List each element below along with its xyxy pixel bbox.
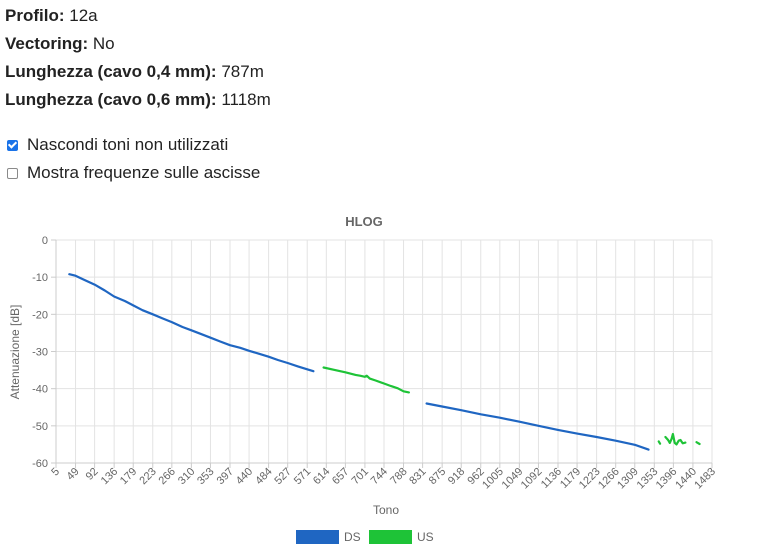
x-tick-label: 918 — [446, 466, 467, 487]
x-tick-label: 1223 — [577, 466, 603, 492]
hide-unused-tones-option[interactable]: Nascondi toni non utilizzati — [7, 131, 260, 159]
y-tick-label: -50 — [32, 421, 48, 433]
x-tick-label: 484 — [253, 466, 274, 487]
length-06-value: 1118m — [221, 90, 271, 109]
y-tick-label: -60 — [32, 458, 48, 470]
series-line-us — [657, 440, 662, 445]
x-tick-label: 1440 — [673, 466, 699, 492]
x-tick-label: 571 — [292, 466, 313, 487]
x-tick-label: 223 — [137, 466, 158, 487]
x-tick-label: 788 — [388, 466, 409, 487]
show-frequencies-label: Mostra frequenze sulle ascisse — [27, 163, 261, 182]
x-tick-label: 136 — [99, 466, 120, 487]
length-04-label: Lunghezza (cavo 0,4 mm): — [5, 62, 217, 81]
chart-options: Nascondi toni non utilizzati Mostra freq… — [7, 131, 260, 187]
legend-swatch-ds — [296, 530, 339, 544]
x-tick-label: 266 — [156, 466, 177, 487]
y-tick-label: -10 — [32, 272, 48, 284]
x-tick-label: 1353 — [635, 466, 661, 492]
y-tick-label: -40 — [32, 384, 48, 396]
x-tick-label: 1049 — [500, 466, 526, 492]
length-04-value: 787m — [221, 62, 264, 81]
length-04-row: Lunghezza (cavo 0,4 mm): 787m — [5, 58, 271, 86]
vectoring-label: Vectoring: — [5, 34, 89, 53]
chart-series — [68, 273, 701, 451]
x-tick-label: 310 — [176, 466, 197, 487]
x-tick-label: 353 — [195, 466, 216, 487]
legend-label-ds: DS — [344, 530, 361, 544]
x-tick-label: 1005 — [480, 466, 506, 492]
x-tick-label: 92 — [84, 466, 101, 483]
x-tick-label: 527 — [272, 466, 293, 487]
vectoring-row: Vectoring: No — [5, 30, 271, 58]
length-06-label: Lunghezza (cavo 0,6 mm): — [5, 90, 217, 109]
x-tick-label: 875 — [427, 466, 448, 487]
show-frequencies-option[interactable]: Mostra frequenze sulle ascisse — [7, 159, 260, 187]
chart-grid — [55, 239, 713, 464]
x-tick-label: 1309 — [615, 466, 641, 492]
legend-swatch-us — [369, 530, 412, 544]
x-tick-label: 1136 — [539, 466, 564, 491]
x-tick-label: 440 — [234, 466, 255, 487]
vectoring-value: No — [92, 34, 115, 53]
profile-row: Profilo: 12a — [5, 2, 271, 30]
profile-value: 12a — [69, 6, 98, 25]
chart-title: HLOG — [345, 214, 383, 229]
x-tick-label: 49 — [65, 466, 82, 483]
x-tick-label: 1179 — [558, 466, 583, 491]
y-axis-label: Attenuazione [dB] — [8, 305, 22, 400]
x-tick-label: 657 — [330, 466, 351, 487]
show-frequencies-checkbox[interactable] — [7, 167, 18, 179]
x-tick-label: 1092 — [519, 466, 545, 492]
y-tick-label: -20 — [32, 309, 48, 321]
length-06-row: Lunghezza (cavo 0,6 mm): 1118m — [5, 86, 271, 114]
series-line-us — [695, 441, 701, 446]
hlog-chart: 0-10-20-30-40-50-605 49 921361792232663103… — [8, 214, 718, 544]
x-tick-label: 831 — [407, 466, 428, 487]
series-line-us — [322, 366, 410, 394]
chart-legend: DS US — [296, 530, 434, 544]
profile-label: Profilo: — [5, 6, 65, 25]
x-tick-label: 1266 — [596, 466, 622, 492]
y-tick-label: -30 — [32, 347, 48, 359]
hide-unused-tones-label: Nascondi toni non utilizzati — [27, 135, 229, 154]
series-line-us — [664, 432, 687, 446]
x-tick-label: 1483 — [692, 466, 718, 492]
series-line-ds — [425, 402, 650, 451]
x-axis-label: Tono — [373, 503, 399, 517]
y-tick-label: 0 — [42, 235, 48, 247]
series-line-ds — [68, 273, 315, 373]
x-tick-label: 614 — [311, 466, 332, 487]
x-tick-label: 179 — [118, 466, 139, 487]
x-tick-label: 701 — [350, 466, 371, 487]
x-tick-label: 1396 — [654, 466, 680, 492]
line-info: Profilo: 12a Vectoring: No Lunghezza (ca… — [5, 2, 271, 114]
x-tick-label: 744 — [369, 466, 390, 487]
legend-label-us: US — [417, 530, 434, 544]
hide-unused-tones-checkbox[interactable] — [7, 139, 18, 151]
x-tick-label: 397 — [215, 466, 236, 487]
